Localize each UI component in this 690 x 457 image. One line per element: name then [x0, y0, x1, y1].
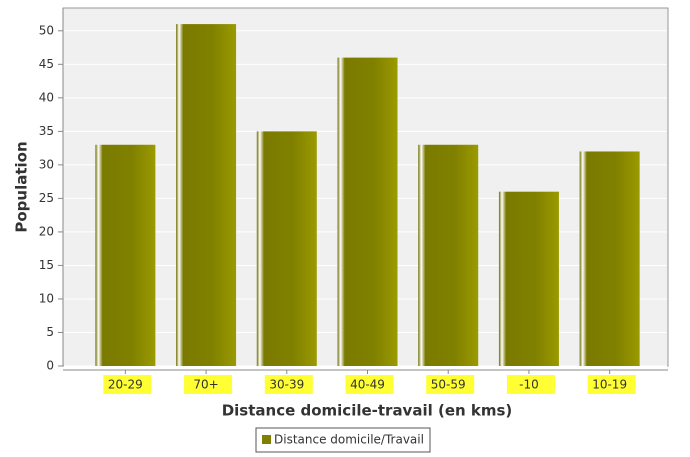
label-highlight: [264, 375, 313, 394]
x-tick-label: 10-19: [592, 378, 627, 392]
x-tick-label: 40-49: [350, 378, 385, 392]
y-tick-label: 5: [46, 325, 54, 339]
bar: [95, 144, 156, 366]
legend-label: Distance domicile/Travail: [274, 433, 424, 447]
label-highlight: [426, 375, 475, 394]
x-tick-label: 20-29: [108, 378, 143, 392]
y-tick-label: 40: [39, 90, 54, 104]
label-highlight: [587, 375, 636, 394]
y-tick-label: 20: [39, 224, 54, 238]
y-tick-label: 35: [39, 124, 54, 138]
x-tick-label: 30-39: [269, 378, 304, 392]
bar: [337, 57, 398, 367]
y-tick-label: 30: [39, 157, 54, 171]
y-tick-label: 0: [46, 359, 54, 373]
bar: [256, 131, 317, 366]
y-tick-label: 10: [39, 291, 54, 305]
bar: [579, 151, 640, 366]
label-highlight: [103, 375, 152, 394]
x-tick-label: 50-59: [431, 378, 466, 392]
label-highlight: [345, 375, 394, 394]
label-highlight: [184, 375, 233, 394]
y-tick-label: 15: [39, 258, 54, 272]
legend-box: [255, 427, 431, 453]
bar: [176, 24, 237, 367]
legend-swatch: [262, 435, 271, 444]
bar: [498, 191, 559, 366]
bar: [418, 144, 479, 366]
label-highlight: [506, 375, 555, 394]
x-axis-label: Distance domicile-travail (en kms): [222, 402, 513, 420]
y-tick-label: 50: [39, 23, 54, 37]
y-tick-label: 45: [39, 57, 54, 71]
x-tick-label: 70+: [193, 378, 218, 392]
y-axis-label: Population: [13, 141, 31, 232]
x-tick-label: -10: [519, 378, 539, 392]
legend: [255, 427, 431, 453]
y-tick-label: 25: [39, 191, 54, 205]
